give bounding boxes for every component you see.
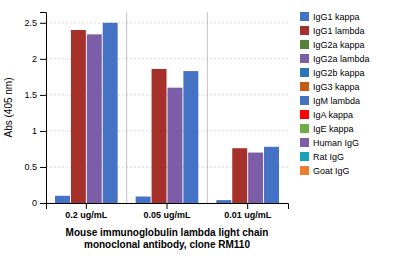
bar (183, 71, 198, 203)
legend-swatch (300, 166, 309, 175)
y-tick-label: 2 (32, 54, 37, 64)
plot-area: 0 0.5 1 1.5 2 2.5 0.2 ug/mL 0.05 ug/mL 0.01 ug/m… (3, 12, 289, 250)
legend-swatch (300, 124, 309, 133)
bar-series (71, 30, 247, 203)
legend-swatch (300, 152, 309, 161)
y-tick-label: 2.5 (24, 18, 37, 28)
legend-entry: IgM lambda (300, 96, 360, 106)
bar (232, 148, 247, 203)
bars (55, 23, 279, 203)
title: Mouse immunoglobulin lambda light chainm… (66, 227, 269, 250)
bar-series (103, 23, 279, 203)
legend-entry: IgA kappa (300, 110, 353, 120)
legend-swatch (300, 26, 309, 35)
legend-entry: Human IgG (300, 138, 359, 148)
x-tick-mark (247, 203, 248, 209)
legend-entry: IgG1 kappa (300, 12, 360, 22)
legend-label: IgM lambda (313, 96, 360, 106)
y-tick-mark (40, 131, 46, 132)
legend-swatch (300, 68, 309, 77)
x-tick: 0.01 ug/mL (224, 203, 272, 220)
legend-entry: Goat IgG (300, 166, 350, 176)
y-tick-mark (40, 95, 46, 96)
x-tick-mark (167, 203, 168, 209)
legend-entry: IgG2a kappa (300, 40, 365, 50)
chart: 0 0.5 1 1.5 2 2.5 0.2 ug/mL 0.05 ug/mL 0.01 ug/m… (0, 0, 400, 263)
legend-swatch (300, 138, 309, 147)
bar (248, 153, 263, 203)
y-tick-mark (40, 203, 46, 204)
y-tick-mark (40, 23, 46, 24)
legend-label: IgG2b kappa (313, 68, 365, 78)
bar (167, 88, 182, 203)
title-line: monoclonal antibody, clone RM110 (84, 239, 250, 250)
legend-entry: IgG2b kappa (300, 68, 365, 78)
y-tick: 0 (32, 198, 46, 208)
title-line: Mouse immunoglobulin lambda light chain (66, 227, 269, 238)
legend-swatch (300, 12, 309, 21)
x-axis-line (47, 204, 289, 210)
y-axis-line (40, 13, 47, 204)
legend-label: Human IgG (313, 138, 359, 148)
y-tick: 0.5 (24, 162, 46, 172)
group-separator (207, 12, 208, 203)
legend-swatch (300, 110, 309, 119)
y-tick-label: 1 (32, 126, 37, 136)
x-tick: 0.2 ug/mL (65, 203, 108, 220)
legend-label: IgG2a kappa (313, 40, 365, 50)
group-separators (127, 12, 208, 203)
x-tick-mark (86, 203, 87, 209)
x-tick-label: 0.05 ug/mL (143, 210, 191, 220)
x-tick-label: 0.2 ug/mL (65, 210, 108, 220)
y-tick-mark (40, 167, 46, 168)
legend-entry: IgG1 lambda (300, 26, 365, 36)
legend-label: IgG1 kappa (313, 12, 360, 22)
group-separator (126, 12, 127, 203)
y-tick: 1.5 (24, 90, 46, 100)
legend-entry: Rat IgG (300, 152, 344, 162)
legend-label: IgA kappa (313, 110, 353, 120)
y-tick-label: 0 (32, 198, 37, 208)
bar (71, 30, 86, 203)
y-tick: 2 (32, 54, 46, 64)
y-tick: 1 (32, 126, 46, 136)
x-tick-label: 0.01 ug/mL (224, 210, 272, 220)
legend-label: IgG2a lambda (313, 54, 370, 64)
y-tick-label: 0.5 (24, 162, 37, 172)
legend-entry: IgE kappa (300, 124, 354, 134)
x-tick: 0.05 ug/mL (143, 203, 191, 220)
grid-line (46, 22, 288, 23)
legend-label: Goat IgG (313, 166, 350, 176)
bar (55, 196, 70, 203)
legend-swatch (300, 96, 309, 105)
y-axis-title: Abs (405 nm) (3, 77, 14, 137)
bar (87, 34, 102, 203)
bar (103, 23, 118, 203)
bar (136, 197, 151, 203)
legend-label: IgG1 lambda (313, 26, 365, 36)
bar (216, 200, 231, 203)
grid (46, 23, 288, 203)
bar (152, 69, 167, 203)
legend: IgG1 kappa IgG1 lambda IgG2a kappa IgG2a la… (300, 12, 370, 176)
legend-entry: IgG3 kappa (300, 82, 360, 92)
bar (264, 147, 279, 203)
legend-entry: IgG2a lambda (300, 54, 370, 64)
legend-swatch (300, 40, 309, 49)
legend-swatch (300, 82, 309, 91)
y-tick: 2.5 (24, 18, 46, 28)
y-tick-mark (40, 59, 46, 60)
y-tick-label: 1.5 (24, 90, 37, 100)
legend-label: Rat IgG (313, 152, 344, 162)
legend-label: IgE kappa (313, 124, 354, 134)
x-axis: 0.2 ug/mL 0.05 ug/mL 0.01 ug/mL (47, 203, 289, 220)
y-axis: 0 0.5 1 1.5 2 2.5 (24, 13, 46, 209)
legend-label: IgG3 kappa (313, 82, 360, 92)
legend-swatch (300, 54, 309, 63)
